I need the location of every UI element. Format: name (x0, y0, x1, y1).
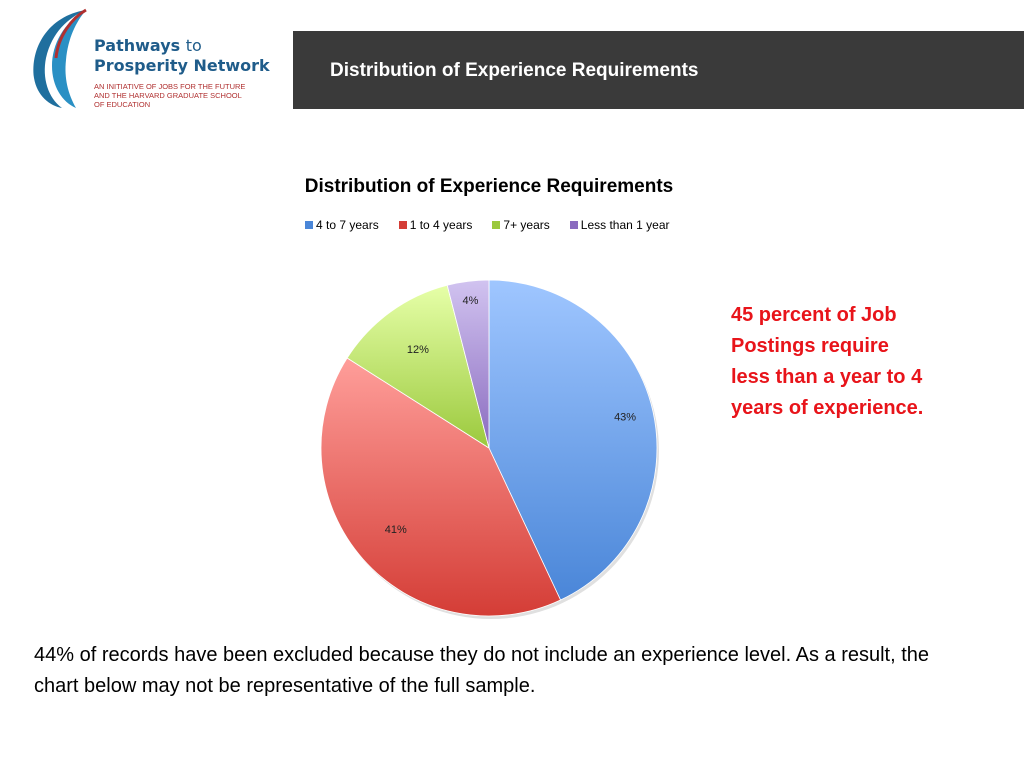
legend-label: 7+ years (503, 218, 550, 232)
logo: Pathways to Prosperity Network AN INITIA… (0, 0, 293, 110)
legend-swatch (569, 221, 578, 229)
legend-swatch (305, 221, 313, 229)
pie-slice (488, 279, 658, 601)
legend-item: 4 to 7 years (305, 218, 379, 232)
slice-label: 41% (385, 524, 407, 536)
legend-swatch (492, 221, 501, 229)
logo-subtitle-line1: AN INITIATIVE OF JOBS FOR THE FUTURE (94, 82, 246, 91)
slice-label: 12% (407, 344, 429, 356)
slice-label: 43% (614, 411, 636, 423)
pie-slice (320, 357, 562, 617)
logo-name-line2: Prosperity Network (94, 56, 270, 75)
footnote: 44% of records have been excluded becaus… (34, 644, 930, 697)
pie-slice (346, 284, 490, 449)
legend-label: 1 to 4 years (409, 218, 473, 232)
pie-slice (446, 279, 490, 449)
logo-subtitle-line2: AND THE HARVARD GRADUATE SCHOOL (94, 91, 242, 100)
legend-item: Less than 1 year (569, 218, 670, 232)
chart-title: Distribution of Experience Requirements (304, 176, 674, 197)
slice-label: 4% (463, 295, 479, 307)
logo-arc-icon (33, 8, 87, 108)
legend-item: 7+ years (492, 218, 550, 232)
legend-label: 4 to 7 years (316, 218, 379, 232)
logo-subtitle-line3: OF EDUCATION (94, 100, 151, 109)
logo-title: Pathways to Prosperity Network (94, 36, 270, 76)
legend-item: 1 to 4 years (398, 218, 473, 232)
annotation-callout: 45 percent of Job Postings require less … (731, 304, 924, 419)
page-title: Distribution of Experience Requirements (330, 60, 699, 81)
logo-subtitle: AN INITIATIVE OF JOBS FOR THE FUTURE AND… (94, 82, 269, 109)
chart-legend: 4 to 7 years 1 to 4 years 7+ years Less tha… (305, 218, 670, 232)
legend-swatch (398, 221, 407, 229)
logo-name-line1: Pathways (94, 36, 181, 55)
logo-name-to: to (185, 36, 202, 55)
legend-label: Less than 1 year (580, 218, 670, 232)
